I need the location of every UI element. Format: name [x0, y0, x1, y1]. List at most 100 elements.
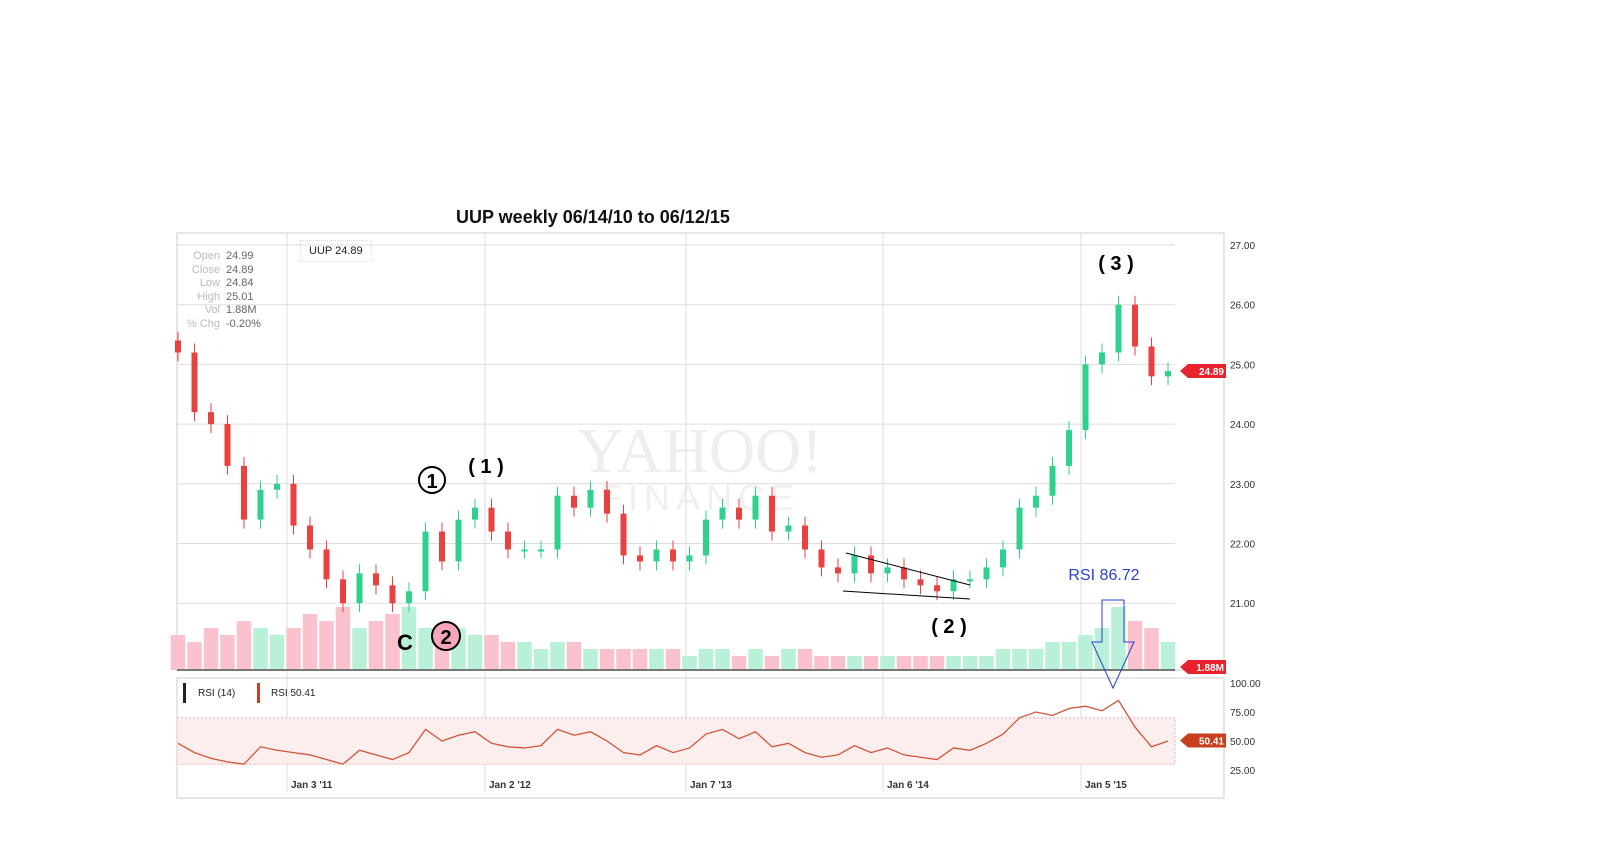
volume-bar	[286, 628, 301, 670]
candle	[191, 352, 198, 413]
rsi-y-tick: 25.00	[1230, 766, 1255, 777]
volume-bar	[995, 649, 1011, 670]
volume-bar	[847, 656, 862, 670]
wave-1-label: ( 1 )	[468, 456, 504, 478]
rsi-value-label-tag	[1180, 733, 1226, 748]
x-tick-label: Jan 2 '12	[489, 780, 531, 791]
volume-bar	[220, 635, 235, 670]
candle	[967, 579, 973, 582]
y-tick-label: 27.00	[1230, 241, 1255, 252]
candle	[637, 555, 643, 562]
candle	[290, 483, 297, 526]
candle	[736, 507, 742, 520]
candle	[1148, 346, 1155, 377]
rsi-y-tick: 50.00	[1230, 737, 1255, 748]
volume-bar	[385, 614, 400, 670]
candle	[703, 519, 709, 556]
volume-bar	[1160, 642, 1176, 670]
circle1-marker	[418, 466, 446, 494]
rsi-legend-swatch	[183, 683, 186, 703]
triangle-upper-trendline	[845, 552, 971, 586]
candle	[472, 507, 478, 520]
candle	[1132, 304, 1138, 347]
volume-bar	[418, 628, 433, 670]
rsi-value-label: 50.41	[1199, 737, 1224, 748]
volume-bar	[203, 628, 219, 670]
chart-title: UUP weekly 06/14/10 to 06/12/15	[456, 207, 730, 227]
volume-bar	[649, 649, 664, 670]
volume-bar	[814, 656, 829, 670]
chg-label: % Chg	[186, 317, 220, 330]
volume-bar	[550, 642, 565, 670]
candle	[802, 525, 808, 550]
close-value: 24.89	[226, 263, 254, 276]
volume-bar	[682, 656, 697, 670]
wave-3-label: ( 3 )	[1098, 253, 1134, 275]
candle	[406, 591, 412, 604]
candle	[604, 489, 610, 514]
down-arrow-icon	[1091, 599, 1135, 690]
rsi-period-label: RSI (14)	[198, 688, 235, 699]
y-tick-label: 21.00	[1230, 599, 1255, 610]
wave-circle-2: 2	[440, 627, 451, 649]
last-price-label-tag	[1180, 363, 1226, 378]
candle	[1099, 352, 1105, 365]
candle	[505, 531, 511, 550]
volume-bar	[335, 607, 351, 670]
candle	[653, 549, 660, 562]
volume-bar	[599, 649, 615, 670]
candle	[356, 573, 363, 604]
candle	[554, 495, 561, 550]
volume-bar	[467, 635, 483, 670]
candle	[1033, 495, 1039, 508]
rsi-y-tick: 100.00	[1230, 679, 1261, 690]
candle	[340, 579, 346, 604]
volume-bar	[1111, 607, 1126, 670]
low-value: 24.84	[226, 277, 254, 289]
candle	[983, 567, 990, 580]
y-tick-label: 24.00	[1230, 420, 1255, 431]
x-tick-label: Jan 5 '15	[1085, 780, 1127, 791]
volume-bar	[1078, 635, 1093, 670]
volume-bar	[583, 649, 598, 670]
high-label: High	[197, 290, 220, 303]
volume-bar	[979, 656, 994, 670]
y-tick-label: 22.00	[1230, 540, 1255, 551]
volume-bar	[319, 621, 334, 670]
x-tick-label: Jan 6 '14	[887, 780, 929, 791]
vol-label: Vol	[204, 304, 220, 316]
volume-bar	[1094, 628, 1110, 670]
high-value: 25.01	[226, 290, 254, 303]
candle	[488, 507, 495, 532]
candle	[208, 412, 214, 425]
open-label: Open	[193, 250, 220, 262]
ohlc-panel: Open 24.99 Close 24.89 Low 24.84 High 25.01 …	[176, 250, 261, 331]
vol-value: 1.88M	[226, 304, 257, 316]
circle2-marker	[431, 621, 461, 651]
candle	[934, 585, 940, 592]
candle	[274, 483, 280, 490]
rsi-band	[176, 717, 1176, 765]
close-label: Close	[191, 263, 220, 276]
open-value: 24.99	[226, 250, 254, 262]
candle	[323, 549, 330, 580]
volume-bar	[253, 628, 268, 670]
candle	[175, 340, 181, 353]
volume-bar	[566, 642, 582, 670]
volume-bar	[1028, 649, 1044, 670]
last-price-label: 24.89	[1199, 367, 1224, 378]
y-tick-label: 23.00	[1230, 480, 1255, 491]
volume-bar	[913, 656, 928, 670]
candle	[917, 579, 924, 586]
candle	[901, 567, 907, 580]
volume-bar	[236, 621, 252, 670]
rsi-value-legend: RSI 50.41	[271, 688, 316, 699]
candle	[1115, 304, 1122, 353]
candle	[241, 465, 247, 520]
volume-bar	[352, 628, 367, 670]
volume-bar	[929, 656, 945, 670]
candle	[1000, 549, 1006, 568]
candle	[422, 531, 429, 592]
volume-bar	[731, 656, 747, 670]
